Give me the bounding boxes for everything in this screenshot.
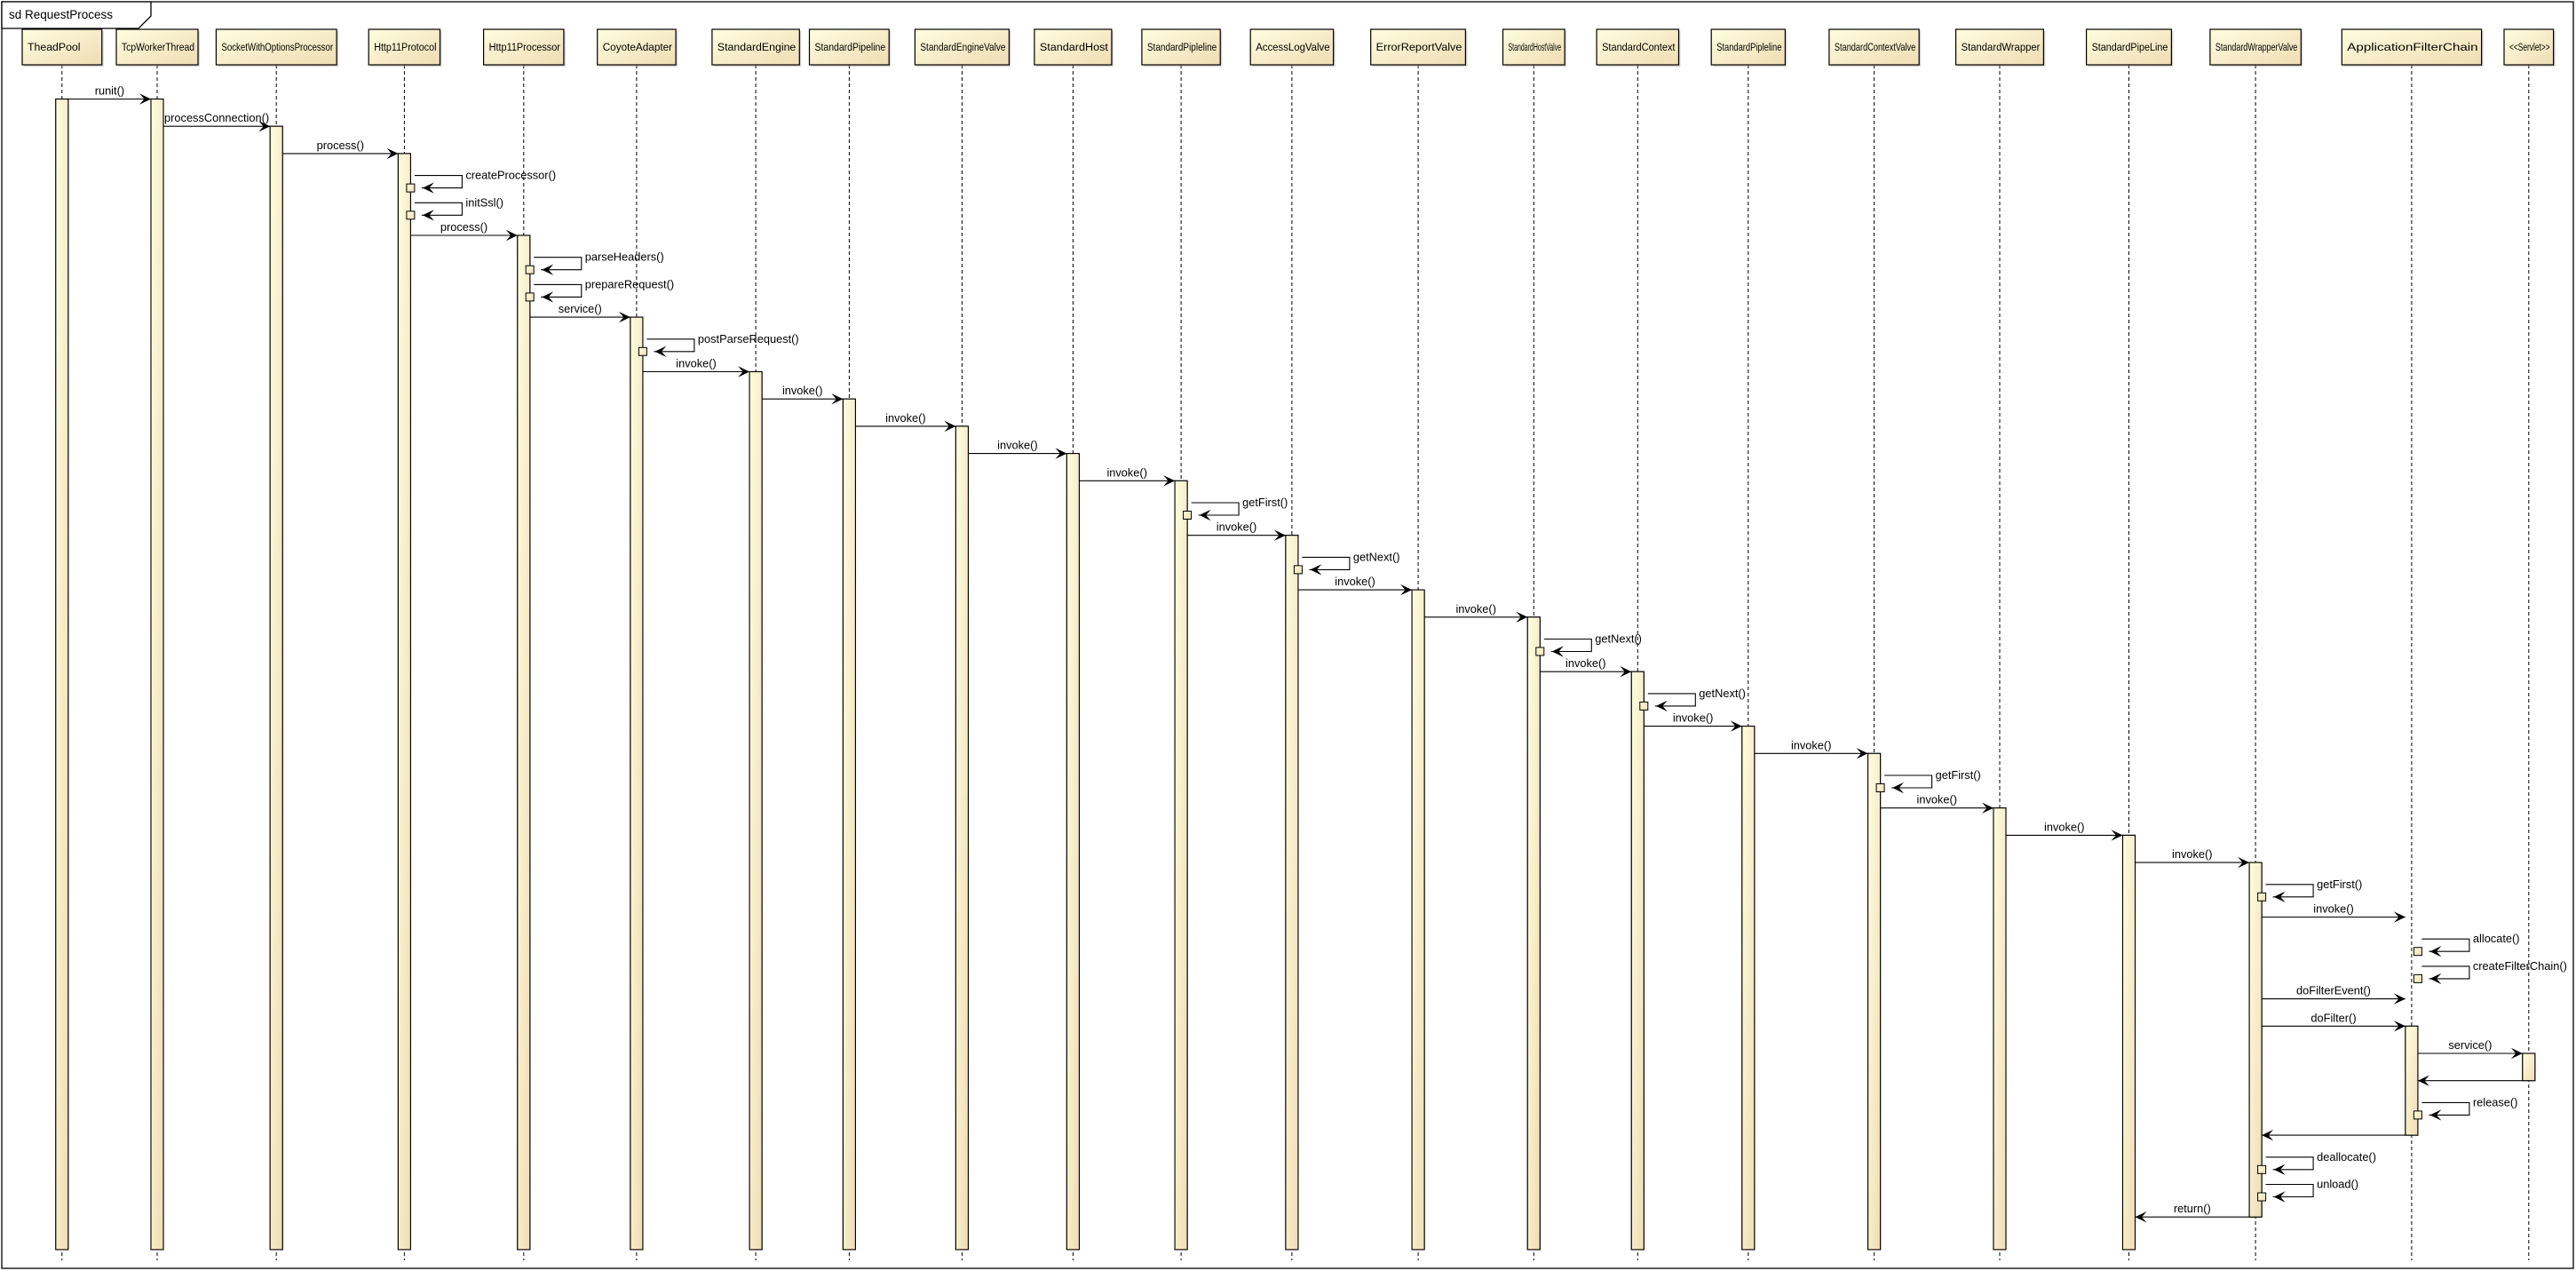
svg-text:StandardContextValve: StandardContextValve [1835, 41, 1915, 53]
svg-text:getNext(): getNext() [1353, 550, 1400, 563]
svg-text:process(): process() [440, 220, 487, 234]
svg-text:createFilterChain(): createFilterChain() [2473, 959, 2567, 973]
svg-text:processConnection(): processConnection() [164, 111, 269, 124]
svg-text:StandardPipleline: StandardPipleline [1716, 41, 1781, 53]
svg-text:doFilterEvent(): doFilterEvent() [2296, 984, 2371, 997]
svg-text:StandardEngine: StandardEngine [717, 41, 797, 53]
svg-text:runit(): runit() [95, 84, 124, 98]
svg-text:invoke(): invoke() [885, 411, 926, 425]
svg-text:invoke(): invoke() [1106, 465, 1147, 479]
svg-text:getNext(): getNext() [1595, 632, 1642, 646]
svg-text:service(): service() [559, 302, 602, 315]
svg-text:StandardWrapper: StandardWrapper [1962, 41, 2041, 53]
svg-text:AccessLogValve: AccessLogValve [1256, 41, 1330, 53]
svg-text:deallocate(): deallocate() [2317, 1150, 2376, 1164]
svg-text:unload(): unload() [2317, 1178, 2358, 1191]
svg-text:invoke(): invoke() [1335, 575, 1375, 588]
svg-text:Http11Processor: Http11Processor [489, 41, 560, 53]
svg-text:initSsl(): initSsl() [465, 195, 503, 209]
svg-text:sd RequestProcess: sd RequestProcess [9, 8, 113, 21]
svg-text:StandardWrapperValve: StandardWrapperValve [2215, 41, 2298, 53]
svg-text:invoke(): invoke() [1917, 793, 1958, 806]
svg-text:StandardContext: StandardContext [1602, 41, 1676, 53]
svg-text:Http11Protocol: Http11Protocol [374, 41, 436, 53]
svg-text:getFirst(): getFirst() [1936, 768, 1981, 782]
svg-text:ErrorReportValve: ErrorReportValve [1376, 41, 1462, 53]
svg-text:invoke(): invoke() [1217, 520, 1257, 534]
svg-text:doFilter(): doFilter() [2310, 1011, 2356, 1024]
svg-text:<<Servlet>>: <<Servlet>> [2509, 41, 2550, 53]
svg-text:StandardPipeline: StandardPipeline [815, 41, 886, 53]
svg-text:process(): process() [317, 139, 364, 152]
svg-text:ApplicationFilterChain: ApplicationFilterChain [2347, 41, 2477, 53]
svg-text:SocketWithOptionsProcessor: SocketWithOptionsProcessor [221, 41, 333, 53]
svg-text:StandardPipleline: StandardPipleline [1147, 41, 1217, 53]
svg-text:createProcessor(): createProcessor() [465, 169, 556, 182]
svg-text:getFirst(): getFirst() [2317, 878, 2362, 891]
svg-text:release(): release() [2473, 1095, 2518, 1108]
svg-text:TcpWorkerThread: TcpWorkerThread [122, 41, 194, 53]
svg-text:StandardEngineValve: StandardEngineValve [920, 41, 1005, 53]
svg-text:invoke(): invoke() [997, 439, 1038, 452]
svg-text:invoke(): invoke() [1565, 656, 1606, 670]
svg-text:invoke(): invoke() [2044, 820, 2085, 833]
svg-text:prepareRequest(): prepareRequest() [585, 277, 674, 290]
svg-text:invoke(): invoke() [2313, 902, 2354, 916]
svg-text:invoke(): invoke() [1791, 738, 1832, 751]
svg-text:service(): service() [2448, 1038, 2492, 1052]
svg-text:StandardHostValve: StandardHostValve [1509, 41, 1562, 53]
svg-text:postParseRequest(): postParseRequest() [698, 332, 799, 346]
svg-text:TheadPool: TheadPool [28, 41, 80, 53]
svg-text:invoke(): invoke() [782, 384, 823, 397]
svg-text:StandardPipeLine: StandardPipeLine [2092, 41, 2168, 53]
svg-text:invoke(): invoke() [676, 357, 717, 370]
svg-text:return(): return() [2174, 1202, 2211, 1215]
svg-text:getNext(): getNext() [1699, 687, 1746, 700]
svg-text:parseHeaders(): parseHeaders() [585, 250, 664, 264]
svg-text:StandardHost: StandardHost [1040, 41, 1109, 53]
svg-text:invoke(): invoke() [1455, 602, 1496, 616]
svg-text:invoke(): invoke() [1673, 711, 1714, 725]
svg-text:getFirst(): getFirst() [1242, 496, 1288, 509]
svg-text:CoyoteAdapter: CoyoteAdapter [603, 41, 672, 53]
svg-text:allocate(): allocate() [2473, 932, 2520, 945]
svg-text:invoke(): invoke() [2172, 847, 2213, 861]
